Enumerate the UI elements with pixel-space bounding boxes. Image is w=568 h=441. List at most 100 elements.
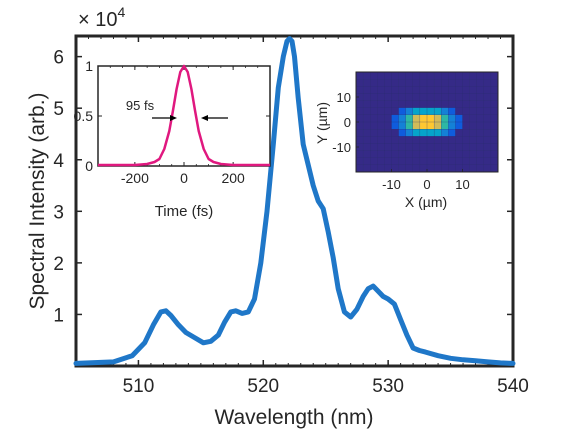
heatmap-cell [490,150,499,159]
heatmap-cell [391,121,400,130]
inset-beam-x-tick-label-1: 0 [423,177,430,192]
heatmap-cell [462,150,471,159]
heatmap-cell [370,79,378,87]
heatmap-cell [490,136,499,144]
heatmap-cell [469,93,478,101]
y-tick-label-5: 6 [53,48,64,69]
heatmap-cell [426,129,435,137]
heatmap-cell [419,150,428,159]
heatmap-cell [490,93,499,101]
heatmap-cell [462,100,471,109]
heatmap-cell [455,79,463,87]
heatmap-cell [419,143,428,151]
heatmap-cell [419,136,428,144]
heatmap-cell [433,86,442,94]
heatmap-cell [462,157,471,166]
heatmap-cell [455,143,463,151]
heatmap-cell [405,143,414,151]
heatmap-cell [412,86,421,94]
heatmap-cell [469,114,478,123]
heatmap-cell [355,136,364,144]
heatmap-cell [426,100,435,109]
heatmap-cell [398,93,407,101]
heatmap-cell [441,157,449,166]
heatmap-cell [462,79,471,87]
heatmap-cell [419,164,428,173]
heatmap-cell [391,114,400,123]
heatmap-cell [455,121,463,130]
heatmap-cell [448,150,456,159]
heatmap-cell [370,150,378,159]
heatmap-cell [362,114,371,123]
heatmap-cell [490,121,499,130]
heatmap-cell [384,71,392,80]
heatmap-cell [483,71,492,80]
heatmap-cell [455,157,463,166]
heatmap-cell [362,150,371,159]
fwhm-arrows [152,115,228,121]
heatmap-cell [355,114,364,123]
heatmap-cell [355,150,364,159]
heatmap-cell [405,114,414,123]
heatmap-cell [448,93,456,101]
heatmap-cell [419,79,428,87]
heatmap-cell [377,86,385,94]
heatmap-cell [483,143,492,151]
heatmap-cell [384,86,392,94]
heatmap-cell [426,93,435,101]
heatmap-cell [355,157,364,166]
heatmap-cell [469,129,478,137]
heatmap-cell [490,79,499,87]
heatmap-cell [398,129,407,137]
heatmap-cell [412,93,421,101]
heatmap-cell [476,71,485,80]
y-tick-label-4: 5 [53,99,64,120]
heatmap-cell [469,150,478,159]
heatmap-cell [441,93,449,101]
heatmap-cell [384,129,392,137]
heatmap-cell [370,136,378,144]
heatmap-cell [490,143,499,151]
heatmap-cell [419,71,428,80]
heatmap-cell [476,150,485,159]
heatmap-cell [355,107,364,116]
heatmap-cell [455,71,463,80]
heatmap-cell [433,93,442,101]
inset-time-y-tick-label-1: 0.5 [74,108,94,124]
heatmap-cell [441,136,449,144]
heatmap-cell [476,107,485,116]
heatmap-cell [483,121,492,130]
heatmap-cell [462,93,471,101]
heatmap-cell [441,79,449,87]
heatmap-cell [476,129,485,137]
heatmap-cell [462,143,471,151]
heatmap-cell [362,107,371,116]
heatmap-cell [462,129,471,137]
heatmap-cell [476,114,485,123]
heatmap-cell [384,150,392,159]
heatmap-cell [398,71,407,80]
heatmap-cell [448,71,456,80]
heatmap-cell [441,121,449,130]
heatmap-cell [370,121,378,130]
heatmap-cell [426,157,435,166]
heatmap-cell [448,164,456,173]
heatmap-cell [476,164,485,173]
heatmap-cell [483,93,492,101]
x-tick-label-3: 540 [497,376,529,397]
heatmap-cell [398,157,407,166]
heatmap-cell [412,107,421,116]
heatmap-cell [405,157,414,166]
y-axis-label: Spectral Intensity (arb.) [26,92,49,309]
y-tick-label-2: 3 [53,202,64,223]
heatmap-cell [490,71,499,80]
heatmap-cell [476,157,485,166]
heatmap-cell [483,86,492,94]
heatmap-cell [490,86,499,94]
heatmap-cell [433,114,442,123]
heatmap-cell [462,136,471,144]
heatmap-cell [441,71,449,80]
heatmap-cell [355,86,364,94]
heatmap-cell [426,136,435,144]
heatmap-cell [476,86,485,94]
